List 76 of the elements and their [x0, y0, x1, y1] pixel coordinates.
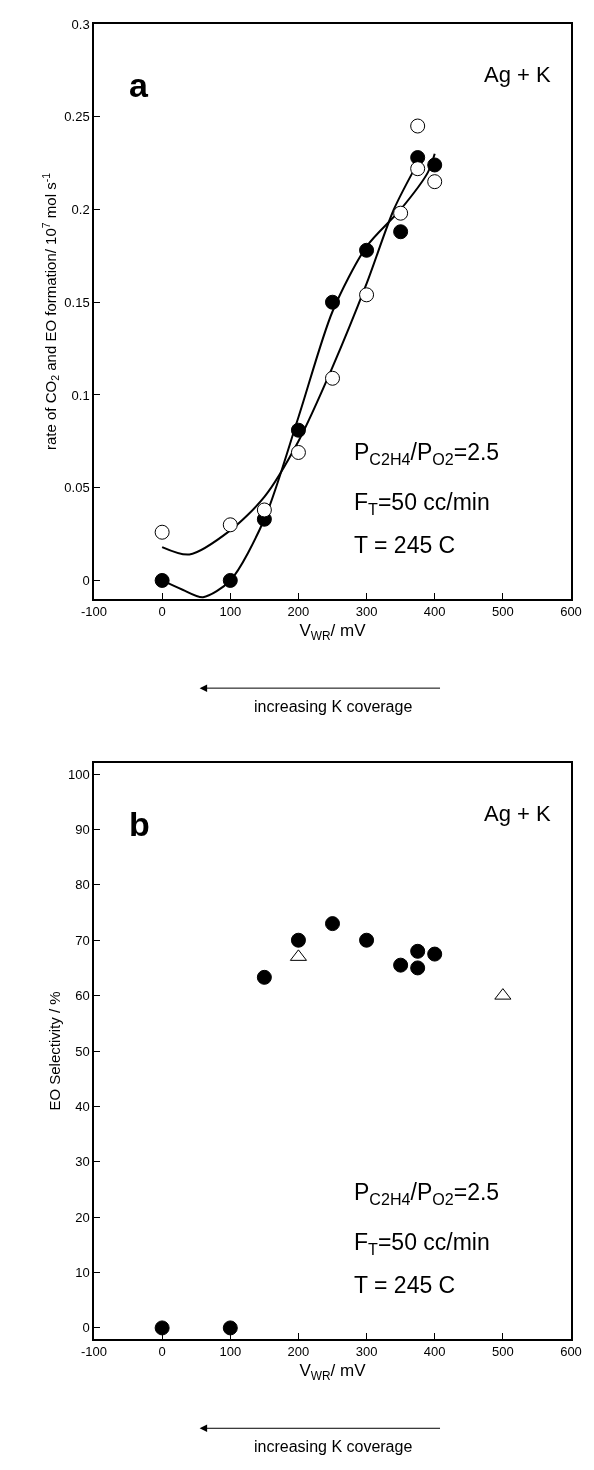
annotation: F$_{T}$=50 cc/min [354, 489, 490, 518]
y-tick-label: 0.1 [71, 387, 90, 403]
point [290, 932, 306, 948]
point [393, 205, 409, 221]
y-tick-label: 80 [75, 877, 90, 893]
point [256, 969, 272, 985]
point [359, 242, 375, 258]
annotation: P$_{C2H4}$/P$_{O2}$=2.5 [354, 439, 500, 468]
annotation: a [129, 66, 149, 104]
point [222, 517, 238, 533]
annotation: Ag + K [484, 62, 551, 87]
x-tick-label: 300 [355, 1344, 378, 1360]
y-tick-label: 30 [75, 1154, 90, 1170]
x-tick-label: 600 [560, 1344, 582, 1360]
point [222, 572, 238, 588]
point [325, 370, 340, 386]
x-tick-label: 200 [287, 1344, 310, 1360]
point [427, 157, 443, 173]
annotation: P$_{C2H4}$/P$_{O2}$=2.5 [354, 1179, 500, 1208]
point [256, 502, 272, 518]
point [427, 174, 443, 190]
y-tick-label: 100 [67, 766, 90, 782]
y-tick-label: 0 [82, 573, 90, 588]
y-tick-label: 50 [75, 1043, 90, 1059]
y-tick-label: 40 [75, 1098, 90, 1114]
x-tick-label: 0 [158, 604, 166, 620]
point [410, 118, 426, 134]
x-tick-label: 300 [355, 604, 378, 620]
y-tick-label: 60 [75, 988, 90, 1004]
annotation: F$_{T}$=50 cc/min [354, 1229, 490, 1258]
y-tick-label: 0 [82, 1320, 90, 1336]
x-axis-title: V$_{WR}$/ mV [299, 621, 367, 643]
y-tick-label: 90 [75, 822, 90, 838]
x-axis-title: V$_{WR}$/ mV [299, 1361, 367, 1383]
point [325, 916, 340, 932]
x-tick-label: 500 [492, 1344, 514, 1360]
x-tick-label: 100 [219, 604, 242, 620]
x-tick-label: 0 [158, 1344, 166, 1360]
point [154, 524, 170, 540]
point [393, 224, 409, 240]
text: increasing K coverage [254, 1438, 413, 1455]
y-tick-label: 0.25 [64, 109, 90, 125]
point [410, 161, 426, 177]
x-tick-label: -100 [80, 1344, 108, 1360]
annotation: T = 245 C [354, 1272, 456, 1298]
point [427, 946, 443, 962]
point [359, 287, 375, 303]
point [154, 572, 170, 588]
point [410, 960, 426, 976]
x-tick-label: -100 [80, 604, 108, 620]
y-tick-label: 10 [75, 1265, 90, 1281]
point [222, 1320, 238, 1336]
x-tick-label: 100 [219, 1344, 242, 1360]
x-tick-label: 600 [560, 604, 582, 620]
annotation: Ag + K [484, 801, 551, 826]
point [393, 957, 409, 973]
point [290, 444, 306, 460]
x-tick-label: 400 [423, 604, 446, 620]
y-tick-label: 70 [75, 932, 90, 948]
annotation: T = 245 C [354, 532, 456, 558]
y-tick-label: 0.3 [71, 16, 90, 32]
y-tick-label: 0.05 [64, 480, 90, 496]
y-tick-label: 0.2 [71, 202, 90, 218]
y-axis-title: EO Selectivity / % [45, 991, 63, 1111]
point [359, 932, 375, 948]
x-tick-label: 200 [287, 604, 310, 620]
y-tick-label: 0.15 [64, 294, 90, 310]
y-tick-label: 20 [75, 1209, 90, 1225]
annotation: b [129, 805, 150, 843]
point [290, 422, 306, 438]
point [410, 943, 426, 959]
point [154, 1320, 170, 1336]
x-tick-label: 400 [423, 1344, 446, 1360]
text: increasing K coverage [254, 698, 413, 715]
x-tick-label: 500 [492, 604, 514, 620]
point [325, 294, 340, 310]
